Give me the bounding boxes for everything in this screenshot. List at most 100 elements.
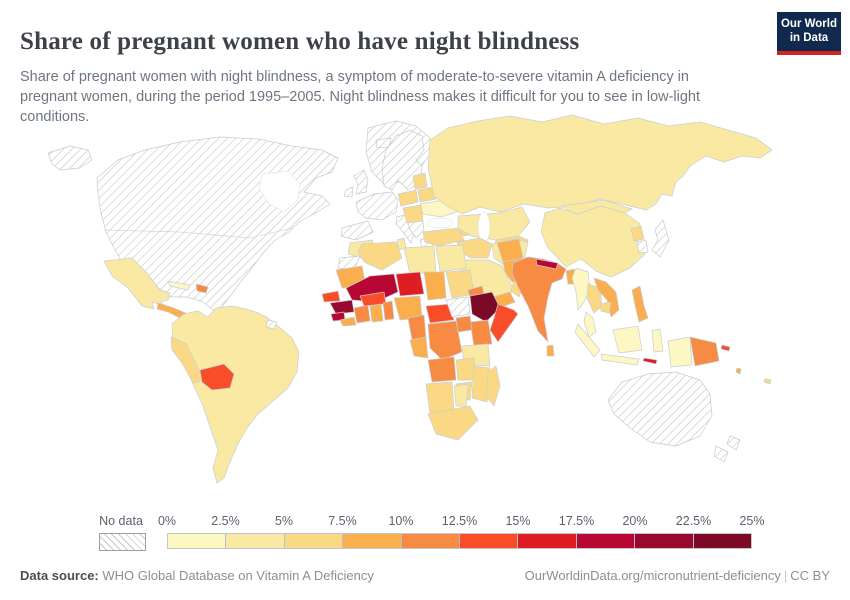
map-legend: No data 0% 2.5% 5% 7.5% 10% 12.5% 15% 17.5% 20% 2…	[0, 512, 850, 557]
country-dr-congo[interactable]	[427, 320, 463, 361]
country-niger[interactable]	[395, 271, 425, 297]
legend-tick-label: 10%	[388, 514, 414, 528]
country-western-europe[interactable]	[355, 191, 399, 221]
country-russia[interactable]	[427, 114, 773, 215]
country-romania-hungary[interactable]	[402, 204, 424, 224]
country-mozambique[interactable]	[471, 365, 491, 403]
country-cote-divoire[interactable]	[353, 304, 371, 324]
country-united-kingdom[interactable]	[353, 169, 369, 195]
country-nepal[interactable]	[535, 258, 559, 270]
country-libya[interactable]	[403, 245, 437, 275]
chart-subtitle: Share of pregnant women with night blind…	[20, 68, 701, 126]
country-turkey[interactable]	[422, 227, 465, 247]
country-indonesia-sulawesi[interactable]	[651, 328, 664, 353]
legend-tick-label: 12.5%	[441, 514, 478, 528]
country-timor-leste[interactable]	[642, 357, 658, 365]
country-solomon-islands[interactable]	[720, 344, 731, 352]
country-gabon-congo[interactable]	[409, 336, 429, 359]
country-new-zealand-south[interactable]	[713, 445, 729, 463]
country-bolivia[interactable]	[199, 363, 235, 391]
country-ghana[interactable]	[369, 303, 384, 323]
country-liberia[interactable]	[339, 316, 357, 327]
country-laos-vietnam[interactable]	[593, 277, 620, 318]
country-philippines[interactable]	[631, 285, 649, 323]
legend-bin[interactable]	[343, 534, 402, 548]
legend-no-data-label: No data	[99, 514, 143, 528]
country-cambodia[interactable]	[599, 301, 612, 314]
country-south-africa[interactable]	[427, 405, 479, 441]
country-china[interactable]	[540, 205, 646, 278]
country-french-guiana[interactable]	[265, 319, 278, 330]
black-sea	[426, 217, 454, 229]
legend-bin[interactable]	[401, 534, 461, 548]
country-new-zealand-north[interactable]	[726, 435, 741, 451]
owid-logo-line2: in Data	[789, 32, 829, 45]
chart-footer: Data source: WHO Global Database on Vita…	[20, 568, 830, 583]
country-japan[interactable]	[651, 219, 670, 258]
country-south-sudan[interactable]	[445, 296, 471, 318]
legend-bin[interactable]	[460, 534, 519, 548]
legend-color-bar	[167, 533, 752, 549]
legend-ticks: 0% 2.5% 5% 7.5% 10% 12.5% 15% 17.5% 20% 22.5% 25%	[158, 514, 765, 529]
country-mexico[interactable]	[103, 257, 171, 310]
legend-bin[interactable]	[168, 534, 227, 548]
country-madagascar[interactable]	[485, 365, 501, 407]
country-south-america[interactable]	[171, 305, 300, 484]
license-text[interactable]: CC BY	[790, 568, 830, 583]
footer-right: OurWorldinData.org/micronutrient-deficie…	[525, 568, 830, 583]
country-ireland[interactable]	[343, 186, 354, 198]
country-somalia[interactable]	[489, 303, 519, 343]
country-indonesia-papua[interactable]	[667, 336, 693, 368]
legend-bin[interactable]	[635, 534, 694, 548]
country-scandinavia[interactable]	[381, 129, 425, 191]
legend-tick-label: 7.5%	[328, 514, 357, 528]
country-guinea[interactable]	[329, 299, 355, 315]
country-australia[interactable]	[607, 371, 713, 447]
country-papua-new-guinea[interactable]	[689, 336, 720, 367]
country-egypt[interactable]	[435, 244, 467, 273]
country-namibia[interactable]	[425, 381, 455, 415]
country-malaysia[interactable]	[583, 311, 597, 338]
owid-logo[interactable]: Our World in Data	[777, 12, 841, 52]
country-algeria[interactable]	[357, 241, 403, 271]
footer-link[interactable]: OurWorldinData.org/micronutrient-deficie…	[524, 568, 781, 583]
owid-logo-red-bar	[777, 51, 841, 55]
country-cameroon[interactable]	[407, 314, 427, 341]
country-uganda[interactable]	[455, 315, 473, 333]
country-togo-benin[interactable]	[382, 300, 395, 321]
legend-bin[interactable]	[693, 534, 752, 548]
country-haiti[interactable]	[195, 283, 209, 294]
country-spain[interactable]	[340, 220, 374, 241]
footer-separator: |	[783, 568, 788, 583]
legend-tick-label: 22.5%	[675, 514, 712, 528]
country-angola[interactable]	[427, 356, 457, 383]
country-chad[interactable]	[423, 271, 447, 301]
country-sri-lanka[interactable]	[546, 344, 555, 357]
legend-no-data-swatch[interactable]	[99, 533, 146, 551]
country-india[interactable]	[511, 256, 567, 343]
legend-bin[interactable]	[576, 534, 636, 548]
legend-bin[interactable]	[226, 534, 285, 548]
country-indonesia-java[interactable]	[600, 353, 640, 366]
country-belarus[interactable]	[417, 186, 437, 203]
country-poland[interactable]	[397, 189, 419, 207]
country-botswana[interactable]	[453, 383, 469, 407]
data-source: Data source: WHO Global Database on Vita…	[20, 568, 374, 583]
country-central-african-republic[interactable]	[425, 303, 455, 324]
country-senegal[interactable]	[321, 290, 341, 303]
country-vanuatu[interactable]	[735, 367, 742, 375]
country-indonesia-borneo[interactable]	[612, 325, 643, 354]
country-kenya[interactable]	[469, 319, 493, 347]
country-south-korea[interactable]	[636, 239, 649, 254]
legend-bin[interactable]	[284, 534, 344, 548]
country-cuba[interactable]	[167, 280, 191, 291]
country-myanmar[interactable]	[571, 267, 591, 311]
country-baltics[interactable]	[412, 172, 428, 190]
country-indonesia-sumatra[interactable]	[574, 323, 601, 358]
country-alaska[interactable]	[47, 145, 93, 171]
country-ethiopia[interactable]	[469, 291, 501, 323]
country-north-korea[interactable]	[630, 225, 645, 242]
country-fiji[interactable]	[763, 378, 772, 385]
country-peru[interactable]	[170, 336, 204, 384]
legend-bin[interactable]	[518, 534, 577, 548]
